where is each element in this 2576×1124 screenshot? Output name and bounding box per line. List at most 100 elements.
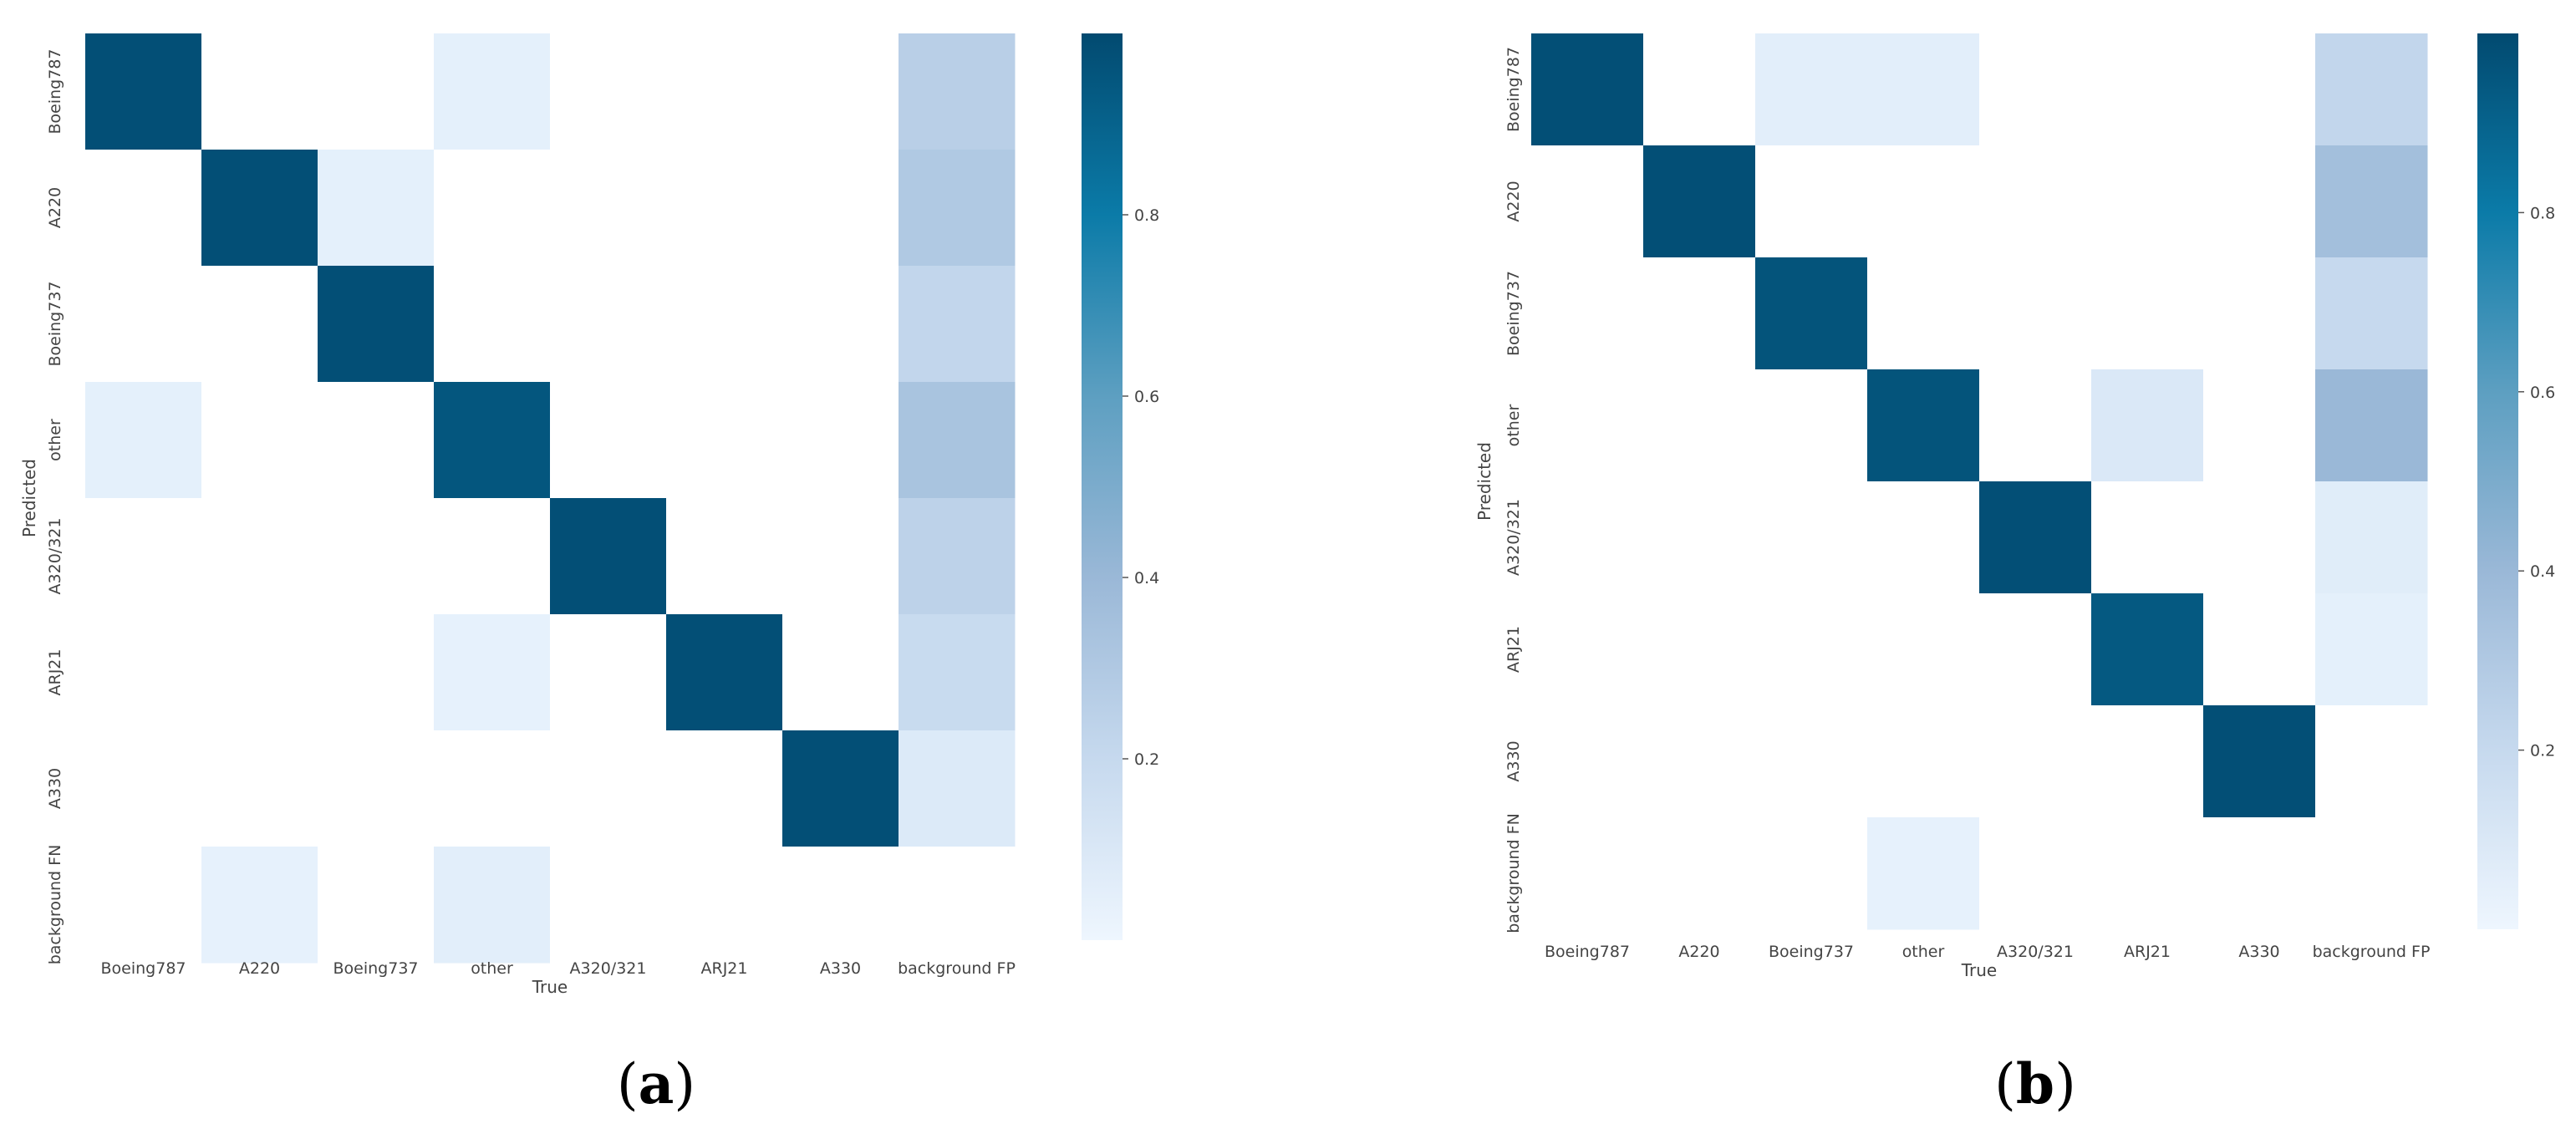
heatmap-cell-a-5-0 [85, 614, 202, 731]
x-tick-label-a-0: Boeing787 [101, 959, 186, 978]
heatmap-cell-b-7-0 [1531, 817, 1644, 930]
heatmap-cell-b-5-0 [1531, 593, 1644, 706]
y-tick-label-a-7: background FN [46, 845, 64, 965]
panel-letter-a: a [639, 1051, 675, 1116]
heatmap-cell-b-5-4 [1979, 593, 2092, 706]
heatmap-cell-b-7-4 [1979, 817, 2092, 930]
heatmap-cell-a-2-3 [434, 266, 551, 383]
heatmap-cell-a-6-4 [550, 730, 667, 847]
heatmap-cell-a-4-0 [85, 498, 202, 615]
y-tick-label-a-5: ARJ21 [46, 649, 64, 696]
heatmap-cell-b-1-2 [1755, 145, 1868, 258]
heatmap-cell-b-3-1 [1643, 369, 1756, 482]
heatmap-cell-b-5-1 [1643, 593, 1756, 706]
y-axis-label-b: Predicted [1474, 442, 1494, 521]
y-tick-label-b-1: A220 [1504, 181, 1523, 221]
heatmap-cell-b-5-2 [1755, 593, 1868, 706]
heatmap-cell-a-4-6 [782, 498, 899, 615]
heatmap-cell-b-4-5 [2091, 481, 2204, 594]
x-axis-label-a: True [532, 977, 568, 997]
x-tick-label-a-6: A330 [820, 959, 861, 978]
heatmap-cell-a-4-3 [434, 498, 551, 615]
heatmap-cell-b-4-3 [1867, 481, 1980, 594]
x-tick-label-a-4: A320/321 [570, 959, 647, 978]
y-tick-label-b-0: Boeing787 [1504, 47, 1523, 132]
heatmap-cell-b-6-4 [1979, 705, 2092, 818]
colorbar-tick-label-b-2: 0.6 [2530, 384, 2555, 402]
heatmap-cell-a-6-0 [85, 730, 202, 847]
heatmap-cell-b-6-2 [1755, 705, 1868, 818]
heatmap-cell-a-2-2 [318, 266, 435, 383]
heatmap-cell-b-0-2 [1755, 33, 1868, 146]
confusion-matrix-b: Boeing787 A220 Boeing737 other A320/321 ARJ21… [1474, 33, 2555, 1116]
heatmap-cell-a-3-6 [782, 382, 899, 499]
heatmap-cell-b-5-5 [2091, 593, 2204, 706]
y-tick-label-a-1: A220 [46, 187, 64, 228]
heatmap-cell-b-4-7 [2315, 481, 2428, 594]
heatmap-cell-a-7-5 [666, 847, 783, 964]
heatmap-cell-a-2-0 [85, 266, 202, 383]
heatmap-cell-b-7-3 [1867, 817, 1980, 930]
heatmap-cell-a-0-2 [318, 33, 435, 150]
heatmap-cell-a-4-2 [318, 498, 435, 615]
heatmap-cell-b-2-6 [2203, 257, 2316, 370]
heatmap-cell-a-1-5 [666, 150, 783, 267]
heatmap-cell-a-3-1 [201, 382, 318, 499]
heatmap-cell-a-5-5 [666, 614, 783, 731]
x-tick-label-a-3: other [471, 959, 513, 978]
heatmap-cell-b-0-1 [1643, 33, 1756, 146]
heatmap-cell-a-3-0 [85, 382, 202, 499]
heatmap-cell-a-0-0 [85, 33, 202, 150]
x-tick-label-b-6: A330 [2238, 943, 2279, 961]
heatmap-cell-b-7-6 [2203, 817, 2316, 930]
heatmap-cell-a-5-3 [434, 614, 551, 731]
heatmap-cell-a-6-2 [318, 730, 435, 847]
y-tick-label-a-6: A330 [46, 768, 64, 809]
colorbar-tick-label-a-2: 0.6 [1134, 388, 1159, 406]
heatmap-cell-b-2-0 [1531, 257, 1644, 370]
heatmap-cell-a-0-7 [899, 33, 1016, 150]
heatmap-cell-a-4-1 [201, 498, 318, 615]
heatmap-cell-b-3-5 [2091, 369, 2204, 482]
y-tick-label-b-2: Boeing737 [1504, 271, 1523, 356]
y-axis-label-a: Predicted [19, 459, 39, 537]
heatmap-cell-a-3-3 [434, 382, 551, 499]
heatmap-cell-b-1-4 [1979, 145, 2092, 258]
heatmap-cell-a-6-6 [782, 730, 899, 847]
heatmap-cell-b-3-7 [2315, 369, 2428, 482]
y-tick-label-b-4: A320/321 [1504, 499, 1523, 576]
heatmap-cell-a-6-1 [201, 730, 318, 847]
x-tick-label-b-3: other [1902, 943, 1945, 961]
heatmap-cell-a-4-4 [550, 498, 667, 615]
heatmap-cell-b-1-6 [2203, 145, 2316, 258]
y-tick-label-a-4: A320/321 [46, 518, 64, 595]
heatmap-cell-a-1-0 [85, 150, 202, 267]
colorbar-tick-label-b-1: 0.4 [2530, 562, 2555, 581]
heatmap-cell-b-0-7 [2315, 33, 2428, 146]
heatmap-cell-b-4-4 [1979, 481, 2092, 594]
x-tick-label-b-7: background FP [2313, 943, 2431, 961]
heatmap-cell-b-5-3 [1867, 593, 1980, 706]
heatmap-cell-b-4-2 [1755, 481, 1868, 594]
heatmap-cell-a-7-7 [899, 847, 1016, 964]
colorbar-b [2477, 33, 2518, 929]
heatmap-cell-a-1-3 [434, 150, 551, 267]
heatmap-cell-b-2-3 [1867, 257, 1980, 370]
heatmap-cell-b-4-1 [1643, 481, 1756, 594]
heatmap-cell-b-2-5 [2091, 257, 2204, 370]
heatmap-cell-a-6-3 [434, 730, 551, 847]
heatmap-cell-b-0-4 [1979, 33, 2092, 146]
heatmap-cell-a-6-7 [899, 730, 1016, 847]
heatmap-cell-b-6-7 [2315, 705, 2428, 818]
y-tick-label-a-2: Boeing737 [46, 282, 64, 367]
heatmap-cell-a-6-5 [666, 730, 783, 847]
heatmap-cell-a-2-5 [666, 266, 783, 383]
heatmap-cell-b-7-2 [1755, 817, 1868, 930]
x-tick-label-a-2: Boeing737 [333, 959, 419, 978]
heatmap-cell-b-7-7 [2315, 817, 2428, 930]
x-tick-label-b-1: A220 [1678, 943, 1719, 961]
heatmap-cell-b-6-0 [1531, 705, 1644, 818]
heatmap-cell-a-7-4 [550, 847, 667, 964]
colorbar-tick-label-b-3: 0.8 [2530, 204, 2555, 222]
panel-label-a: (a) [617, 1051, 695, 1116]
